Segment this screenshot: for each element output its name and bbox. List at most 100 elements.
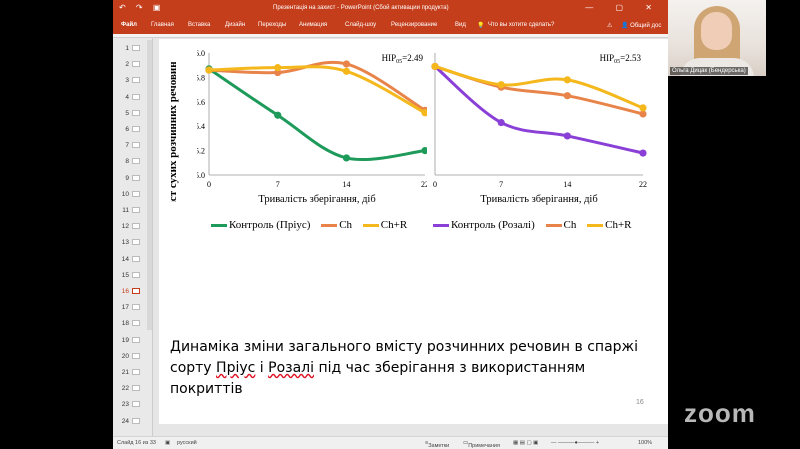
tab-file[interactable]: Файл: [121, 22, 137, 28]
legend-swatch-yellow: [362, 223, 379, 227]
slide-thumbnail[interactable]: 19: [115, 334, 151, 348]
slide-counter: Слайд 16 из 33: [117, 440, 156, 446]
lightbulb-icon: 💡: [477, 23, 485, 29]
slide-thumbnail[interactable]: 21: [115, 366, 151, 380]
participant-video[interactable]: [668, 0, 766, 76]
slide-thumbnail[interactable]: 8: [115, 155, 151, 169]
slide-thumbnail[interactable]: 13: [115, 236, 151, 250]
slide-thumbnail[interactable]: 15: [115, 269, 151, 283]
spellcheck-icon[interactable]: ▣: [165, 440, 171, 446]
caption-text: під час зберігання з використанням покри…: [170, 360, 586, 397]
slide-thumbnail-number: 19: [121, 336, 129, 344]
caption-text: і: [255, 360, 269, 376]
quick-access-toolbar[interactable]: ↶ ↷ ▣: [119, 3, 165, 12]
slide-thumbnail[interactable]: 10: [115, 188, 151, 202]
slide-thumbnail[interactable]: 24: [115, 415, 151, 429]
slide-thumbnail[interactable]: 6: [115, 123, 151, 137]
comments-button[interactable]: ▭ Примечания: [463, 440, 500, 449]
slide-canvas[interactable]: 5.0 5.2 5.4 5.6 5.8 6.0 0 7 14 22 Тривалість збері…: [159, 39, 668, 424]
slide-thumbnail-number: 23: [121, 401, 129, 409]
tab-design[interactable]: Дизайн: [225, 22, 246, 28]
legend-swatch-green: [211, 223, 227, 227]
tab-animation[interactable]: Анимация: [299, 22, 328, 28]
slide-thumbnail[interactable]: 18: [115, 317, 151, 331]
share-button[interactable]: 👤 Общий дос: [621, 23, 662, 29]
slide-thumbnail-preview: [132, 45, 140, 51]
notes-button[interactable]: ≡ Заметки: [425, 440, 450, 449]
slide-thumbnail-preview: [132, 352, 140, 359]
thumbnail-scrollbar[interactable]: [147, 40, 152, 330]
x-tick-label: 7: [276, 180, 280, 189]
slide-thumbnail[interactable]: 9: [115, 172, 151, 186]
tab-insert[interactable]: Вставка: [188, 22, 211, 28]
data-point: [563, 92, 571, 100]
y-tick-label: 6.0: [197, 49, 205, 58]
tell-me-search[interactable]: Что вы хотите сделать?: [488, 22, 555, 28]
tab-transitions[interactable]: Переходы: [258, 22, 287, 28]
slide-thumbnail[interactable]: 1: [115, 42, 151, 56]
series-line: [207, 65, 427, 115]
slide-thumbnail-preview: [132, 93, 140, 100]
slide-thumbnail-preview: [132, 223, 140, 230]
slide-thumbnail[interactable]: 4: [115, 91, 151, 105]
zoom-level[interactable]: 100%: [638, 440, 653, 446]
nir-subscript: 05: [396, 59, 402, 65]
slide-thumbnail[interactable]: 2: [115, 58, 151, 72]
slide-thumbnail[interactable]: 11: [115, 204, 151, 218]
x-tick-label: 7: [499, 180, 503, 189]
slide-thumbnail-preview: [132, 369, 140, 375]
slide-thumbnail-preview: [132, 336, 140, 343]
slide-thumbnail-number: 4: [125, 93, 129, 101]
slide-thumbnail[interactable]: 3: [115, 74, 151, 88]
slide-thumbnail-preview: [132, 77, 140, 84]
window-controls[interactable]: — ▢ ✕: [585, 3, 662, 12]
zoom-logo: zoom: [684, 398, 756, 428]
language-indicator[interactable]: русский: [177, 440, 197, 446]
share-label: Общий дос: [630, 23, 662, 29]
slide-thumbnail-preview: [132, 126, 140, 132]
slide-thumbnail[interactable]: 14: [115, 253, 151, 267]
slide-thumbnail[interactable]: 12: [115, 220, 151, 234]
notes-label: Заметки: [428, 443, 450, 449]
zoom-slider[interactable]: — ———●——— +: [551, 440, 600, 446]
slide-thumbnail-preview: [132, 142, 140, 149]
status-bar: Слайд 16 из 33 ▣ русский ≡ Заметки ▭ При…: [113, 436, 668, 449]
y-axis-label: Вміст сухих розчинних речовин, %: [167, 62, 179, 202]
slide-thumbnail[interactable]: 23: [115, 398, 151, 412]
chart-priyus: 5.0 5.2 5.4 5.6 5.8 6.0 0 7 14 22 Тривалість збері…: [197, 45, 437, 210]
legend-item: Ch: [321, 219, 352, 231]
nir-annotation: НІР05=2.53: [600, 53, 642, 65]
series-line: [207, 60, 427, 112]
nir-value: =2.49: [402, 53, 423, 63]
slide-thumbnail-number: 8: [125, 158, 129, 166]
tab-view[interactable]: Вид: [455, 22, 466, 28]
tab-slideshow[interactable]: Слайд-шоу: [345, 22, 377, 28]
tab-home[interactable]: Главная: [151, 22, 174, 28]
legend-label: Ch: [339, 219, 353, 231]
x-axis-label: Тривалість зберігання, діб: [480, 194, 597, 205]
legend-item: Контроль (Розалі): [433, 219, 535, 231]
ribbon-body: [113, 34, 668, 38]
slide-thumbnail-preview: [132, 207, 140, 213]
slide-caption: Динаміка зміни загального вмісту розчинн…: [170, 337, 660, 400]
view-buttons[interactable]: ▦ ▤ ▢ ▣: [513, 440, 539, 446]
caption-text: Динаміка зміни загального вмісту розчинн…: [170, 339, 639, 376]
legend-priyus: Контроль (Пріус) Ch Ch+R: [211, 219, 415, 231]
tab-review[interactable]: Рецензирование: [391, 22, 438, 28]
slide-thumbnail[interactable]: 16: [115, 285, 151, 299]
slide-thumbnail-preview: [132, 109, 140, 116]
slide-thumbnail[interactable]: 22: [115, 382, 151, 396]
slide-thumbnail[interactable]: 17: [115, 301, 151, 315]
data-point: [431, 62, 439, 71]
slide-thumbnail[interactable]: 7: [115, 139, 151, 153]
legend-rozali: Контроль (Розалі) Ch Ch+R: [433, 219, 640, 231]
slide-thumbnail[interactable]: 20: [115, 350, 151, 364]
legend-label: Ch: [563, 219, 577, 231]
data-point: [342, 67, 351, 75]
slide-thumbnail[interactable]: 5: [115, 107, 151, 121]
legend-label: Ch+R: [605, 219, 632, 231]
data-point: [639, 149, 647, 157]
data-point: [497, 81, 505, 89]
legend-swatch-orange: [321, 223, 338, 227]
window-title: Презентація на захист - PowerPoint (Сбой…: [273, 5, 449, 11]
